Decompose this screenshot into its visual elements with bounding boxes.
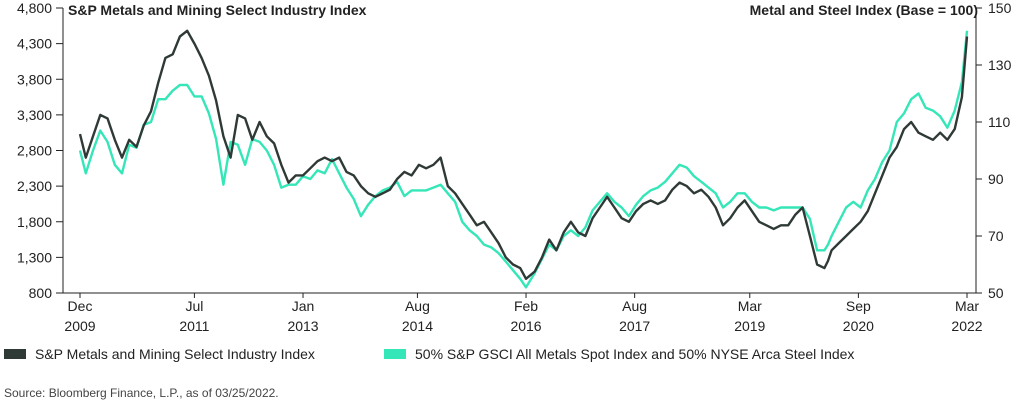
x-tick-label-year: 2009 [64,318,95,334]
x-tick-label-month: Sep [846,298,871,314]
x-tick-label-month: Mar [955,298,979,314]
x-tick-label-month: Aug [622,298,647,314]
legend-swatch-series-1 [4,349,26,359]
x-tick-label-month: Jan [292,298,315,314]
y-right-tick-label: 90 [988,171,1004,187]
series-line-metals-mining [78,29,969,280]
x-tick-label-month: Mar [738,298,762,314]
x-tick-label-month: Dec [68,298,93,314]
chart-canvas: 800 1,300 1,800 2,300 2,800 3,300 3,800 4,300 4,… [17,0,1012,334]
y-left-tick-label: 3,800 [17,71,52,87]
x-tick-label-year: 2016 [510,318,541,334]
y-left-tick-label: 1,300 [17,249,52,265]
y-left-tick-label: 800 [29,285,53,301]
chart-legend: S&P Metals and Mining Select Industry In… [0,346,1024,370]
y-right-tick-label: 130 [988,57,1012,73]
chart-title-right: Metal and Steel Index (Base = 100) [749,2,978,18]
y-left-tick-label: 4,300 [17,36,52,52]
legend-swatch-series-2 [384,349,406,359]
x-tick-label-year: 2017 [619,318,650,334]
y-left-tick-label: 2,800 [17,143,52,159]
legend-item-series-1: S&P Metals and Mining Select Industry In… [4,346,315,362]
y-right-tick-label: 150 [988,0,1012,16]
y-right-tick-label: 110 [988,114,1011,130]
legend-item-series-2: 50% S&P GSCI All Metals Spot Index and 5… [384,346,854,362]
chart-title-left: S&P Metals and Mining Select Industry In… [68,2,367,18]
x-tick-label-year: 2022 [951,318,982,334]
x-tick-label-year: 2014 [402,318,433,334]
x-tick-label-month: Jul [185,298,203,314]
source-note: Source: Bloomberg Finance, L.P., as of 0… [4,386,279,400]
y-left-tick-label: 4,800 [17,0,52,16]
x-tick-label-year: 2020 [843,318,874,334]
y-left-tick-label: 3,300 [17,107,52,123]
legend-label-series-1: S&P Metals and Mining Select Industry In… [35,346,315,362]
y-left-tick-label: 1,800 [17,214,52,230]
y-right-tick-label: 50 [988,285,1004,301]
x-tick-label-month: Feb [514,298,538,314]
x-tick-label-year: 2013 [287,318,318,334]
y-right-tick-label: 70 [988,228,1004,244]
series-line-metals-steel [78,30,969,289]
y-left-tick-label: 2,300 [17,178,52,194]
x-tick-label-year: 2011 [179,318,209,334]
x-tick-label-year: 2019 [734,318,765,334]
x-tick-label-month: Aug [405,298,430,314]
legend-label-series-2: 50% S&P GSCI All Metals Spot Index and 5… [415,346,855,362]
